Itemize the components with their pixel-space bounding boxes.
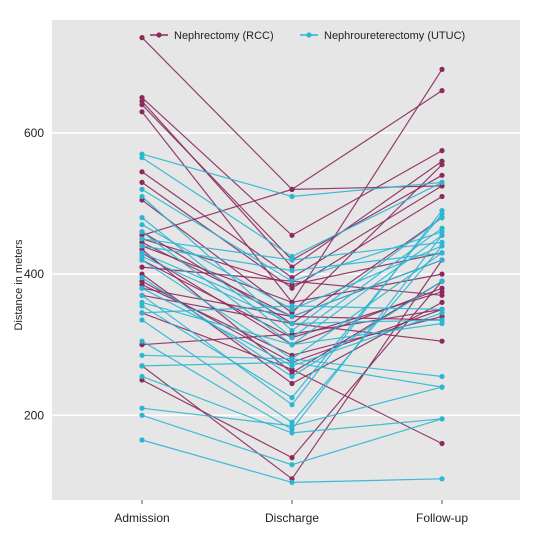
data-point — [139, 352, 145, 358]
data-point — [289, 320, 295, 327]
data-point — [439, 285, 445, 291]
data-point — [139, 292, 145, 298]
data-point — [289, 479, 295, 485]
data-point — [439, 257, 445, 263]
data-point — [439, 373, 445, 380]
data-point — [289, 430, 295, 436]
x-axis: Admission Discharge Follow-up — [114, 500, 468, 525]
data-point — [439, 299, 445, 305]
data-point — [139, 275, 145, 281]
data-point — [289, 455, 295, 461]
data-point — [289, 373, 295, 380]
data-point — [139, 102, 145, 108]
data-point — [439, 292, 445, 298]
data-point — [139, 95, 145, 101]
y-axis: 200 400 600 — [24, 126, 44, 422]
data-point — [439, 278, 445, 284]
data-point — [439, 232, 445, 238]
data-point — [139, 186, 145, 192]
data-point — [439, 225, 445, 231]
data-point — [439, 320, 445, 327]
data-point — [139, 285, 145, 291]
data-point — [439, 172, 445, 178]
legend-swatch-point — [306, 32, 312, 38]
data-point — [139, 169, 145, 175]
data-point — [289, 423, 295, 429]
data-point — [439, 338, 445, 344]
data-point — [289, 232, 295, 238]
data-point — [139, 338, 145, 344]
data-point — [139, 155, 145, 161]
y-axis-title: Distance in meters — [13, 239, 25, 331]
data-point — [289, 342, 295, 348]
data-point — [289, 395, 295, 401]
data-point — [139, 215, 145, 221]
data-point — [439, 384, 445, 390]
data-point — [139, 437, 145, 443]
series-points — [139, 35, 445, 485]
data-point — [139, 303, 145, 309]
data-point — [439, 271, 445, 277]
data-point — [139, 310, 145, 316]
data-point — [439, 179, 445, 185]
data-point — [139, 250, 145, 256]
legend[interactable]: Nephrectomy (RCC) Nephroureterectomy (UTU… — [150, 30, 465, 42]
data-point — [289, 359, 295, 365]
data-point — [289, 313, 295, 320]
data-point — [139, 405, 145, 411]
data-point — [439, 476, 445, 482]
data-point — [439, 243, 445, 249]
data-point — [289, 275, 295, 281]
data-point — [139, 193, 145, 200]
legend-label: Nephrectomy (RCC) — [174, 30, 274, 42]
data-point — [289, 476, 295, 482]
data-point — [289, 335, 295, 341]
data-point — [139, 264, 145, 270]
data-point — [139, 222, 145, 228]
data-point — [439, 162, 445, 168]
data-point — [139, 317, 145, 323]
x-tick-label: Admission — [114, 511, 169, 525]
data-point — [439, 416, 445, 422]
data-point — [439, 440, 445, 447]
data-point — [289, 186, 295, 192]
data-point — [139, 257, 145, 263]
data-point — [439, 211, 445, 217]
data-point — [289, 380, 295, 387]
data-point — [139, 236, 145, 242]
data-point — [289, 462, 295, 468]
data-point — [289, 402, 295, 408]
data-point — [439, 306, 445, 312]
legend-label: Nephroureterectomy (UTUC) — [324, 30, 465, 42]
data-point — [139, 35, 145, 41]
data-point — [139, 229, 145, 235]
data-point — [289, 193, 295, 200]
data-point — [139, 179, 145, 185]
data-point — [289, 303, 295, 309]
data-point — [139, 373, 145, 380]
x-tick-label: Follow-up — [416, 511, 468, 525]
data-point — [139, 109, 145, 115]
data-point — [139, 412, 145, 418]
data-point — [139, 243, 145, 249]
data-point — [289, 268, 295, 274]
data-point — [289, 356, 295, 362]
x-tick-label: Discharge — [265, 511, 319, 525]
y-tick-label: 200 — [24, 408, 44, 422]
data-point — [289, 278, 295, 284]
legend-swatch-point — [156, 32, 162, 38]
data-point — [439, 148, 445, 154]
data-point — [439, 193, 445, 200]
y-tick-label: 400 — [24, 267, 44, 281]
data-point — [439, 88, 445, 94]
y-tick-label: 600 — [24, 126, 44, 140]
data-point — [139, 363, 145, 369]
data-point — [439, 66, 445, 72]
data-point — [289, 257, 295, 263]
data-point — [289, 328, 295, 334]
data-point — [439, 250, 445, 256]
